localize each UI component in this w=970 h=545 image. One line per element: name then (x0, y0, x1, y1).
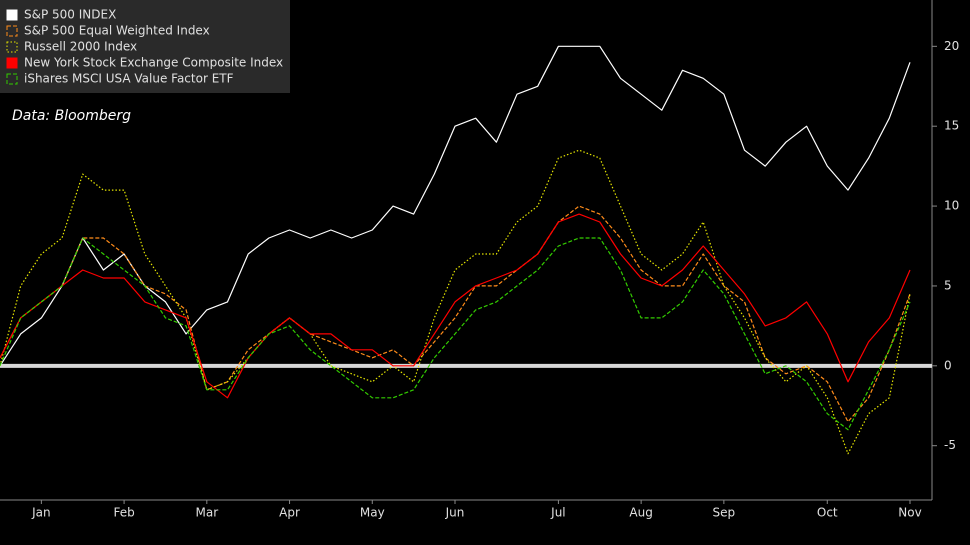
legend-label: iShares MSCI USA Value Factor ETF (24, 72, 234, 86)
y-tick-label: 20 (944, 39, 959, 53)
legend-label: Russell 2000 Index (24, 40, 137, 54)
x-tick-label: Nov (898, 506, 921, 520)
annotation: Data: Bloomberg (12, 108, 131, 124)
legend-label: New York Stock Exchange Composite Index (24, 56, 283, 70)
x-tick-label: Apr (279, 506, 300, 520)
y-tick-label: -5 (944, 438, 956, 452)
x-tick-label: Jul (550, 506, 565, 520)
y-tick-label: 0 (944, 358, 952, 372)
legend-swatch (6, 73, 18, 85)
series-line (0, 237, 911, 431)
y-tick-label: 10 (944, 199, 959, 213)
x-tick-label: Mar (195, 506, 218, 520)
x-tick-label: Feb (113, 506, 134, 520)
legend-label: S&P 500 Equal Weighted Index (24, 24, 210, 38)
y-tick-label: 5 (944, 278, 952, 292)
series-line (0, 213, 911, 399)
legend-swatch (6, 41, 18, 53)
x-tick-label: Sep (713, 506, 736, 520)
x-tick-label: May (360, 506, 385, 520)
series-line (0, 205, 911, 423)
legend-swatch (6, 57, 18, 69)
series-line (0, 45, 911, 367)
legend-box (0, 0, 290, 93)
series-line (0, 149, 911, 455)
legend-swatch (6, 9, 18, 21)
x-tick-label: Jun (445, 506, 465, 520)
legend-swatch (6, 25, 18, 37)
x-tick-label: Oct (817, 506, 838, 520)
x-tick-label: Aug (629, 506, 652, 520)
legend-label: S&P 500 INDEX (24, 8, 116, 22)
x-tick-label: Jan (31, 506, 51, 520)
y-tick-label: 15 (944, 119, 959, 133)
